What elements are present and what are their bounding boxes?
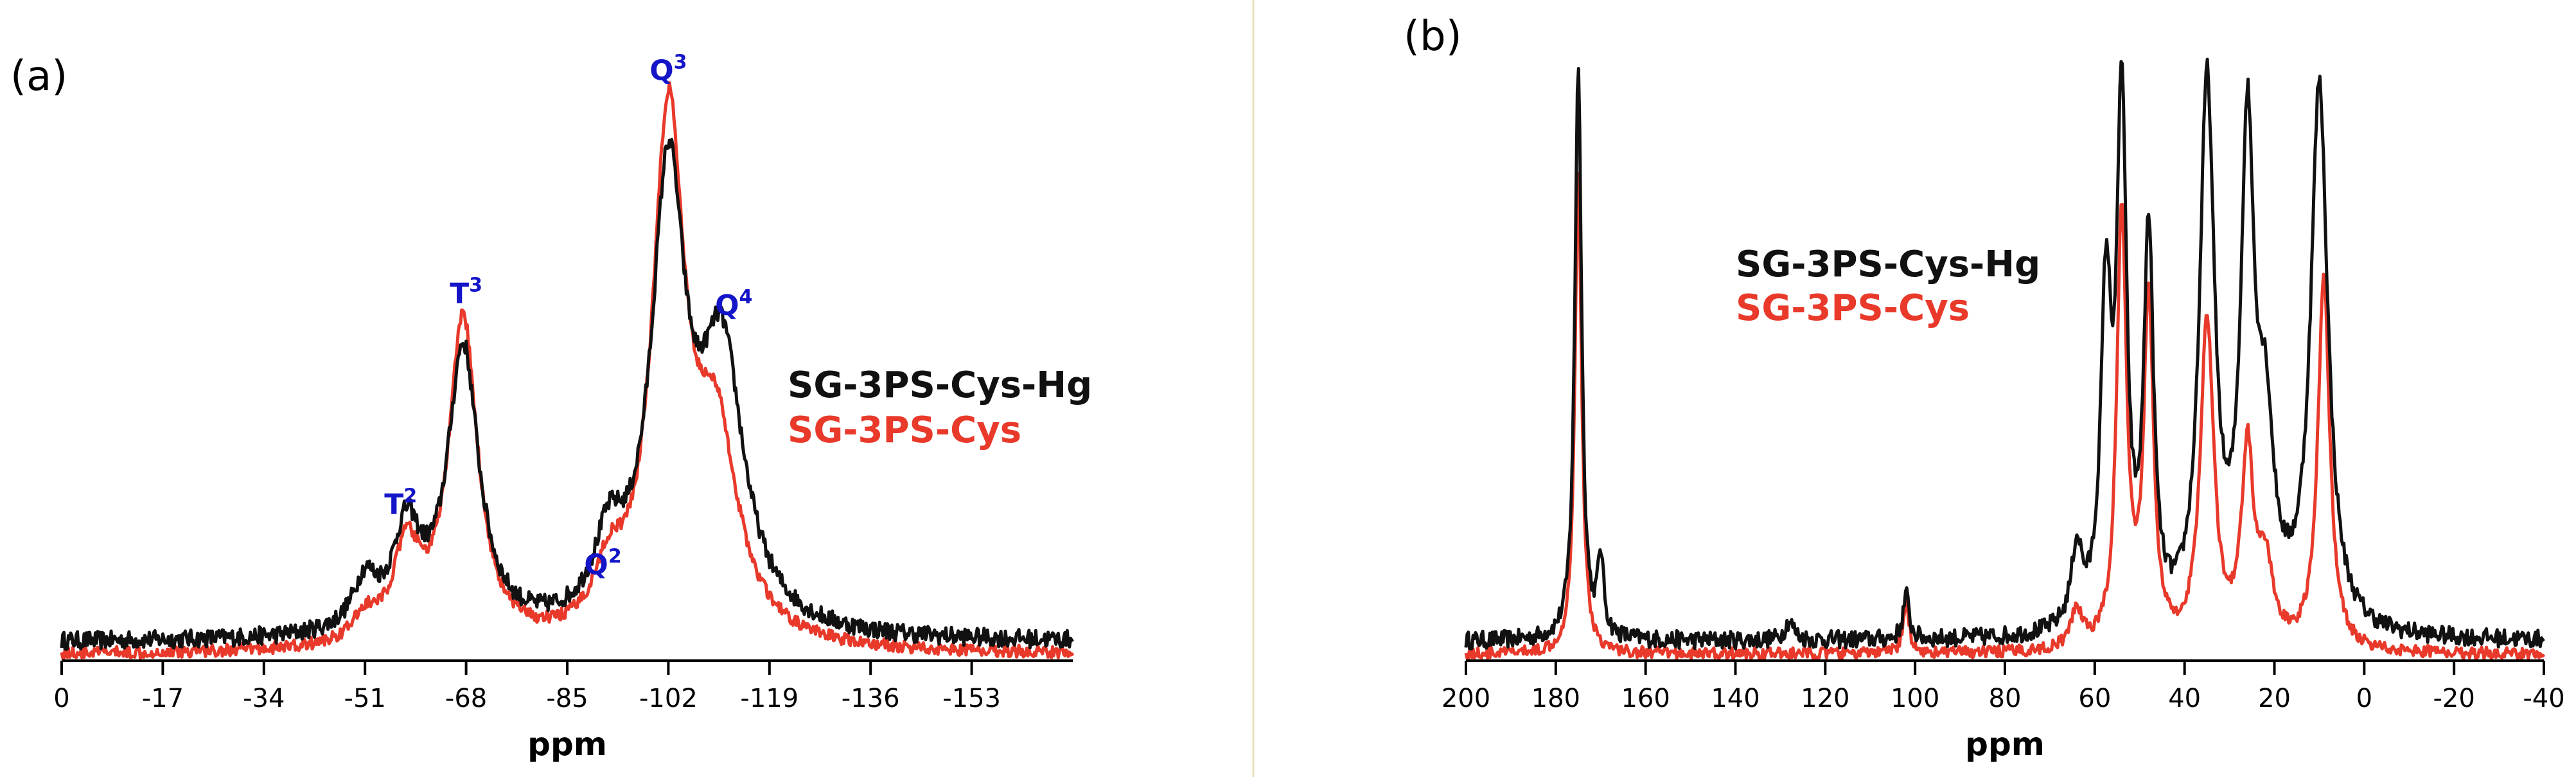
panel-b-chart: (b) 200 180 160 140 120 100 80 60 40 20 0 -20 -40 pp…: [1404, 13, 2565, 763]
panel-a-peak-label: Q4: [715, 286, 752, 322]
panel-a-peak-labels: T2 T3 Q2 Q3 Q4: [384, 51, 752, 581]
panel-b-x-tick-label: 160: [1621, 684, 1670, 713]
panel-b-series-group: [1464, 57, 2546, 661]
panel-b-x-tick-label: 80: [1989, 684, 2022, 713]
panel-a-x-tick-label: -17: [142, 684, 184, 713]
panel-a-peak-label: T2: [384, 485, 417, 521]
panel-b-label: (b): [1404, 13, 1462, 60]
panel-a-series-group: [60, 81, 1075, 660]
panel-b-x-tick-label: 140: [1711, 684, 1760, 713]
panel-a-x-tick-label: -102: [639, 684, 698, 713]
panel-a-x-tick-label: 0: [53, 684, 69, 713]
panel-b-x-tick-label: -40: [2523, 684, 2564, 713]
panel-b-x-tick-label: 0: [2356, 684, 2372, 713]
panel-b-legend-entry-cys: SG-3PS-Cys: [1736, 287, 1970, 329]
panel-a-series-line-cys: [60, 81, 1075, 660]
panel-b-x-tick-label: -20: [2433, 684, 2475, 713]
panel-a-x-tick-label: -51: [344, 684, 386, 713]
panel-a-legend-entry-cys: SG-3PS-Cys: [788, 409, 1021, 451]
panel-a-x-tick-label: -34: [243, 684, 285, 713]
panel-b-ticks: 200 180 160 140 120 100 80 60 40 20 0 -20 -40: [1442, 661, 2565, 713]
panel-a-peak-label: Q3: [649, 51, 687, 87]
panel-a-peak-label: Q2: [584, 546, 621, 582]
panel-a-series-line-cys-hg: [60, 138, 1074, 651]
panel-a-legend-entry-hg: SG-3PS-Cys-Hg: [788, 364, 1092, 406]
panel-b-x-tick-label: 180: [1531, 684, 1580, 713]
panel-a-ticks: 0 -17 -34 -51 -68 -85 -102 -119 -136 -153: [53, 661, 1001, 713]
panel-b-series-line-cys: [1464, 172, 2546, 661]
panel-b-x-tick-label: 120: [1801, 684, 1849, 713]
panel-a-peak-label: T3: [450, 274, 482, 310]
panel-a-x-tick-label: -85: [546, 684, 588, 713]
panel-b-x-tick-label: 60: [2078, 684, 2111, 713]
panel-a-chart: (a) T2 T3 Q2 Q3 Q4 0 -17 -34 -51 -68 -85 -102 -119 -…: [10, 51, 1092, 763]
panel-b-x-tick-label: 100: [1891, 684, 1939, 713]
panel-b-x-tick-label: 20: [2258, 684, 2291, 713]
panel-b-series-line-cys-hg: [1464, 57, 2545, 651]
panel-a-x-tick-label: -119: [740, 684, 798, 713]
panel-a-x-tick-label: -153: [942, 684, 1001, 713]
panel-b-x-axis-title: ppm: [1965, 726, 2045, 763]
panel-a-x-tick-label: -68: [445, 684, 487, 713]
panel-b-x-tick-label: 40: [2168, 684, 2201, 713]
panel-b-legend-entry-hg: SG-3PS-Cys-Hg: [1736, 244, 2040, 285]
panel-a-x-tick-label: -136: [842, 684, 900, 713]
panel-a-x-axis-title: ppm: [527, 726, 607, 763]
panel-b-x-tick-label: 200: [1442, 684, 1490, 713]
panel-a-label: (a): [10, 53, 67, 100]
